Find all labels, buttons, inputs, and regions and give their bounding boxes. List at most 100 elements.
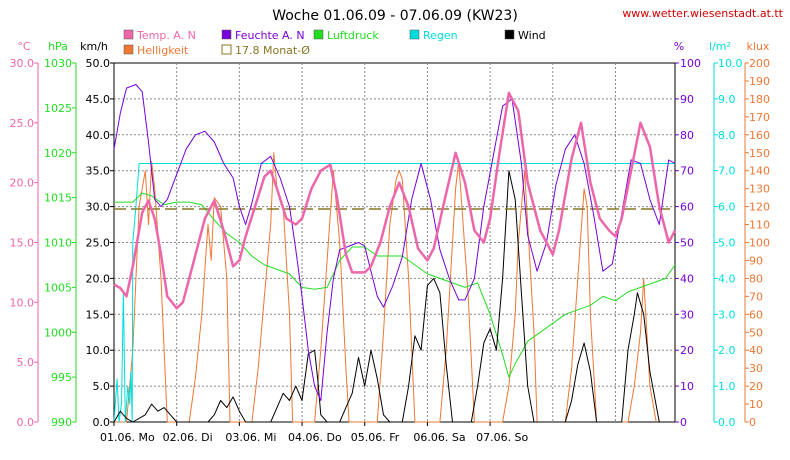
humidity-tick-label: 70	[680, 165, 694, 178]
series-rain	[113, 163, 675, 423]
wind-tick-label: 10.0	[86, 344, 111, 357]
wind-tick-label: 5.0	[93, 380, 111, 393]
wind-unit-label: km/h	[80, 40, 108, 53]
pressure-tick-label: 990	[51, 416, 72, 429]
brightness-tick-label: 200	[749, 57, 770, 70]
rain-tick-label: 9.0	[718, 93, 736, 106]
series-group	[113, 84, 677, 423]
chart-title: Woche 01.06.09 - 07.06.09 (KW23)	[272, 8, 518, 24]
temp-tick-label: 0.0	[17, 416, 35, 429]
rain-tick-label: 2.0	[718, 344, 736, 357]
rain-tick-label: 8.0	[718, 129, 736, 142]
brightness-tick-label: 160	[749, 129, 770, 142]
legend-swatch-pressure	[313, 29, 324, 40]
humidity-tick-label: 0	[680, 416, 687, 429]
legend-label-monthavg: 17.8 Monat-Ø	[235, 44, 310, 57]
brightness-tick-label: 40	[749, 344, 763, 357]
rain-tick-label: 7.0	[718, 165, 736, 178]
legend-label-brightness: Helligkeit	[137, 44, 189, 57]
pressure-tick-label: 1020	[44, 147, 72, 160]
humidity-tick-label: 30	[680, 308, 694, 321]
wind-tick-label: 40.0	[86, 129, 111, 142]
brightness-tick-label: 80	[749, 272, 763, 285]
legend-label-humidity: Feuchte A. N	[235, 29, 305, 42]
humidity-tick-label: 10	[680, 380, 694, 393]
rain-tick-label: 10.0	[718, 57, 743, 70]
legend-swatch-monthavg	[221, 44, 232, 55]
brightness-tick-label: 100	[749, 237, 770, 250]
axes: 30.025.020.015.010.05.00.0°C103010251020…	[10, 40, 771, 429]
temp-unit-label: °C	[17, 40, 31, 53]
wind-tick-label: 20.0	[86, 272, 111, 285]
humidity-tick-label: 60	[680, 201, 694, 214]
x-tick-label: 03.06. Mi	[225, 431, 276, 444]
series-humidity	[113, 84, 676, 401]
brightness-tick-label: 70	[749, 290, 763, 303]
pressure-tick-label: 1010	[44, 237, 72, 250]
wind-tick-label: 35.0	[86, 165, 111, 178]
wind-tick-label: 50.0	[86, 57, 111, 70]
pressure-unit-label: hPa	[48, 40, 68, 53]
brightness-tick-label: 180	[749, 93, 770, 106]
temp-tick-label: 10.0	[10, 296, 35, 309]
rain-tick-label: 3.0	[718, 308, 736, 321]
x-tick-label: 07.06. So	[476, 431, 528, 444]
humidity-tick-label: 50	[680, 237, 694, 250]
wind-tick-label: 0.0	[93, 416, 111, 429]
rain-tick-label: 5.0	[718, 237, 736, 250]
brightness-tick-label: 10	[749, 398, 763, 411]
humidity-tick-label: 100	[680, 57, 701, 70]
humidity-tick-label: 80	[680, 129, 694, 142]
rain-tick-label: 4.0	[718, 272, 736, 285]
humidity-tick-label: 20	[680, 344, 694, 357]
series-temp	[113, 91, 677, 310]
x-tick-label: 04.06. Do	[288, 431, 342, 444]
brightness-tick-label: 170	[749, 111, 770, 124]
brightness-tick-label: 0	[749, 416, 756, 429]
legend: Temp. A. N Feuchte A. N Luftdruck Regen Wind…	[123, 29, 546, 57]
x-tick-label: 05.06. Fr	[351, 431, 400, 444]
pressure-tick-label: 1000	[44, 326, 72, 339]
x-tick-label: 02.06. Di	[163, 431, 213, 444]
legend-label-temp: Temp. A. N	[136, 29, 196, 42]
x-tick-label: 01.06. Mo	[100, 431, 155, 444]
pressure-tick-label: 995	[51, 371, 72, 384]
brightness-tick-label: 120	[749, 201, 770, 214]
wind-tick-label: 25.0	[86, 237, 111, 250]
legend-label-rain: Regen	[423, 29, 458, 42]
brightness-tick-label: 150	[749, 147, 770, 160]
pressure-tick-label: 1005	[44, 281, 72, 294]
temp-tick-label: 15.0	[10, 237, 35, 250]
brightness-tick-label: 20	[749, 380, 763, 393]
wind-tick-label: 15.0	[86, 308, 111, 321]
humidity-tick-label: 90	[680, 93, 694, 106]
series-wind	[113, 170, 660, 423]
source-url[interactable]: www.wetter.wiesenstadt.at.tt	[622, 7, 783, 20]
brightness-unit-label: klux	[747, 40, 770, 53]
legend-swatch-brightness	[123, 44, 134, 55]
temp-tick-label: 5.0	[17, 356, 35, 369]
temp-tick-label: 25.0	[10, 117, 35, 130]
wind-tick-label: 45.0	[86, 93, 111, 106]
legend-swatch-wind	[504, 29, 515, 40]
temp-tick-label: 30.0	[10, 57, 35, 70]
legend-swatch-temp	[123, 29, 134, 40]
series-brightness	[114, 152, 657, 423]
x-axis-ticks: 01.06. Mo 02.06. Di 03.06. Mi 04.06. Do 05.0…	[100, 422, 529, 444]
pressure-tick-label: 1015	[44, 192, 72, 205]
rain-tick-label: 0.0	[718, 416, 736, 429]
brightness-tick-label: 60	[749, 308, 763, 321]
brightness-tick-label: 30	[749, 362, 763, 375]
brightness-tick-label: 140	[749, 165, 770, 178]
brightness-tick-label: 190	[749, 75, 770, 88]
legend-label-pressure: Luftdruck	[327, 29, 379, 42]
x-tick-label: 06.06. Sa	[413, 431, 465, 444]
brightness-tick-label: 90	[749, 254, 763, 267]
brightness-tick-label: 50	[749, 326, 763, 339]
rain-unit-label: l/m²	[709, 40, 731, 53]
pressure-tick-label: 1030	[44, 57, 72, 70]
humidity-unit-label: %	[674, 40, 684, 53]
temp-tick-label: 20.0	[10, 177, 35, 190]
rain-tick-label: 6.0	[718, 201, 736, 214]
